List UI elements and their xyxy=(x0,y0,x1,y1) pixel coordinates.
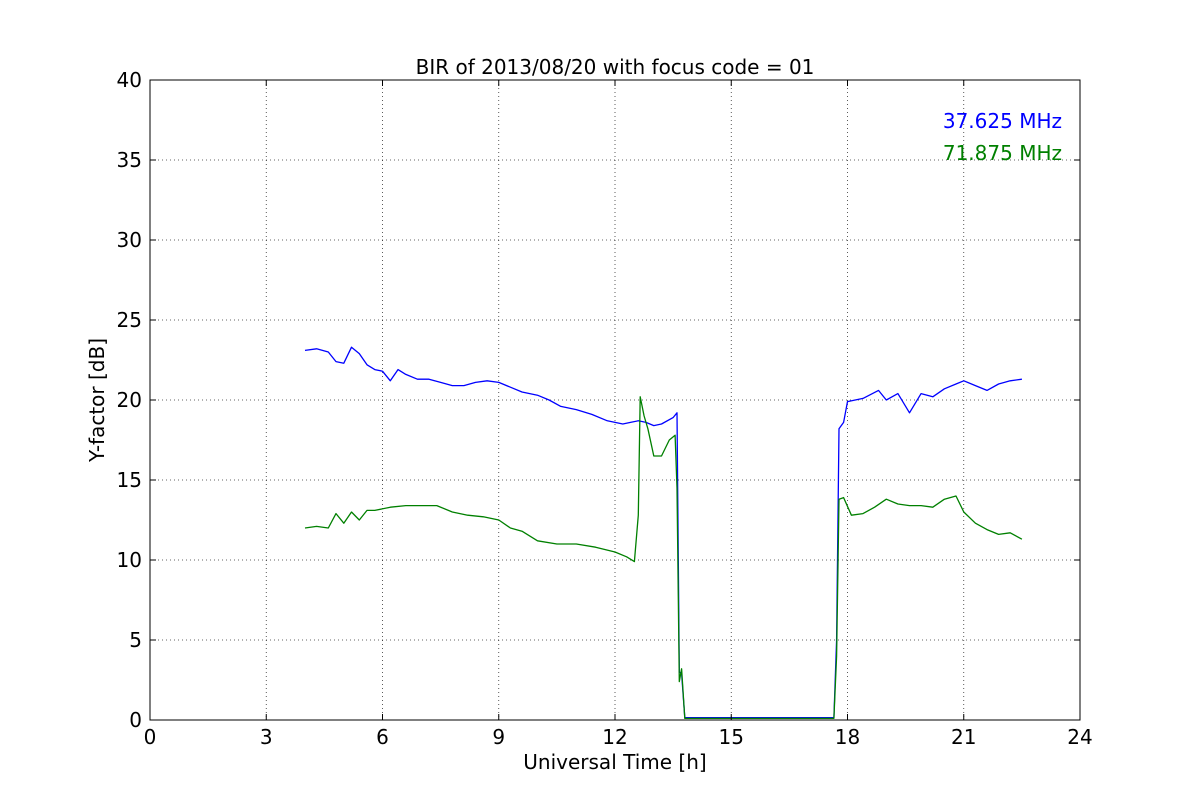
grid-lines xyxy=(150,80,1080,720)
y-tick-label: 30 xyxy=(117,228,142,252)
y-tick-label: 20 xyxy=(117,388,142,412)
y-tick-label: 0 xyxy=(129,708,142,732)
y-tick-label: 40 xyxy=(117,68,142,92)
x-tick-label: 18 xyxy=(835,725,860,749)
series-layer xyxy=(304,346,1023,720)
x-axis-label: Universal Time [h] xyxy=(523,750,706,774)
y-tick-label: 10 xyxy=(117,548,142,572)
axis-ticks: 0 3 6 9 12 15 18 21 24 0 5 10 15 20 25 30 35 40 xyxy=(117,68,1093,749)
y-tick-label: 25 xyxy=(117,308,142,332)
legend: 37.625 MHz 71.875 MHz xyxy=(943,109,1062,165)
y-tick-label: 15 xyxy=(117,468,142,492)
legend-entry-1: 37.625 MHz xyxy=(943,109,1062,133)
y-tick-label: 35 xyxy=(117,148,142,172)
x-tick-label: 12 xyxy=(602,725,627,749)
x-tick-label: 3 xyxy=(260,725,273,749)
x-tick-label: 21 xyxy=(951,725,976,749)
x-tick-label: 0 xyxy=(144,725,157,749)
x-tick-label: 15 xyxy=(719,725,744,749)
legend-entry-2: 71.875 MHz xyxy=(943,141,1062,165)
x-tick-label: 6 xyxy=(376,725,389,749)
x-tick-label: 24 xyxy=(1067,725,1092,749)
x-tick-label: 9 xyxy=(492,725,505,749)
chart-title: BIR of 2013/08/20 with focus code = 01 xyxy=(416,55,815,79)
series-line-1 xyxy=(304,346,1022,719)
series-line-2 xyxy=(304,396,1023,720)
y-tick-label: 5 xyxy=(129,628,142,652)
y-axis-label: Y-factor [dB] xyxy=(85,338,109,463)
